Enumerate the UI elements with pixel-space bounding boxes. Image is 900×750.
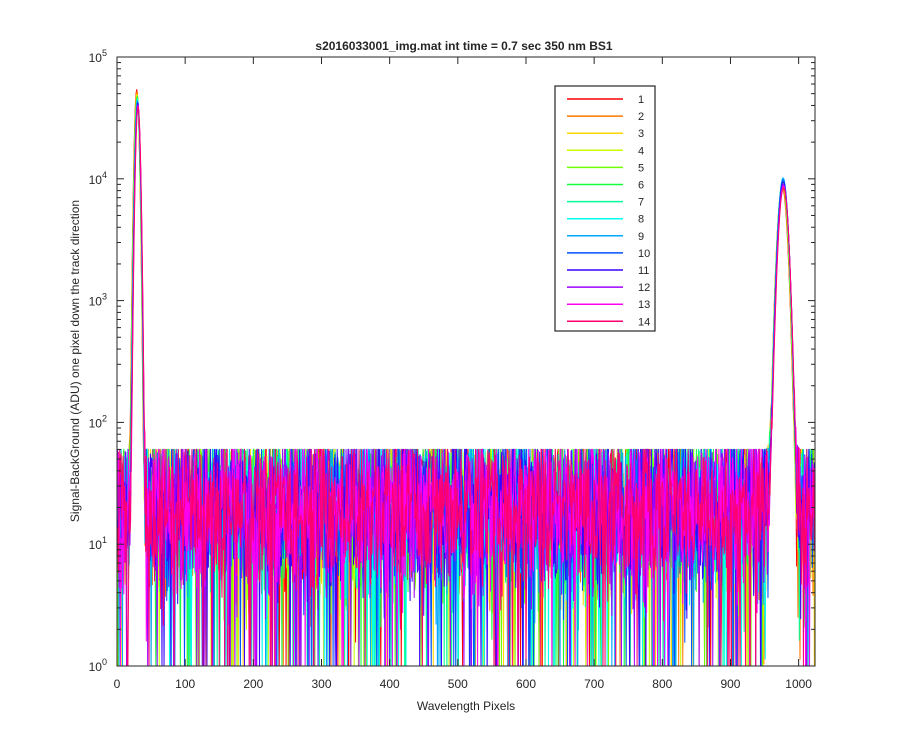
chart-title: s2016033001_img.mat int time = 0.7 sec 3… [315,39,613,53]
y-tick-label: 103 [89,292,107,309]
y-tick-label: 105 [89,48,107,65]
y-tick-label: 104 [89,170,107,187]
legend-box [554,85,656,332]
x-tick-label: 500 [448,677,468,691]
legend-label-1: 1 [638,94,644,106]
x-tick-label: 800 [652,677,672,691]
plot-series-group [117,89,815,666]
x-tick-label: 900 [720,677,740,691]
legend-label-7: 7 [638,197,644,209]
x-axis-label: Wavelength Pixels [417,699,515,713]
y-tick-label: 100 [89,657,107,674]
legend-label-13: 13 [638,299,650,311]
legend-label-9: 9 [638,231,644,243]
x-tick-label: 400 [380,677,400,691]
x-axis: 0 100 200 300 400 500 600 700 800 900 1000 [114,57,812,691]
y-tick-label: 101 [89,535,107,552]
x-tick-label: 1000 [785,677,812,691]
x-tick-label: 700 [584,677,604,691]
y-axis-label: Signal-BackGround (ADU) one pixel down t… [68,200,82,522]
x-tick-label: 0 [114,677,121,691]
legend-label-3: 3 [638,128,644,140]
x-tick-label: 200 [243,677,263,691]
axes-box [116,56,816,667]
legend-label-8: 8 [638,214,644,226]
series-line-14 [117,106,815,666]
x-tick-label: 300 [311,677,331,691]
x-tick-label: 600 [516,677,536,691]
legend-label-14: 14 [638,316,650,328]
legend-label-4: 4 [638,145,644,157]
x-tick-label: 100 [175,677,195,691]
legend-label-5: 5 [638,162,644,174]
legend-label-6: 6 [638,180,644,192]
legend-label-2: 2 [638,111,644,123]
legend-label-11: 11 [638,265,649,277]
legend-label-10: 10 [638,248,650,260]
legend-label-12: 12 [638,282,650,294]
y-tick-label: 102 [89,413,107,430]
